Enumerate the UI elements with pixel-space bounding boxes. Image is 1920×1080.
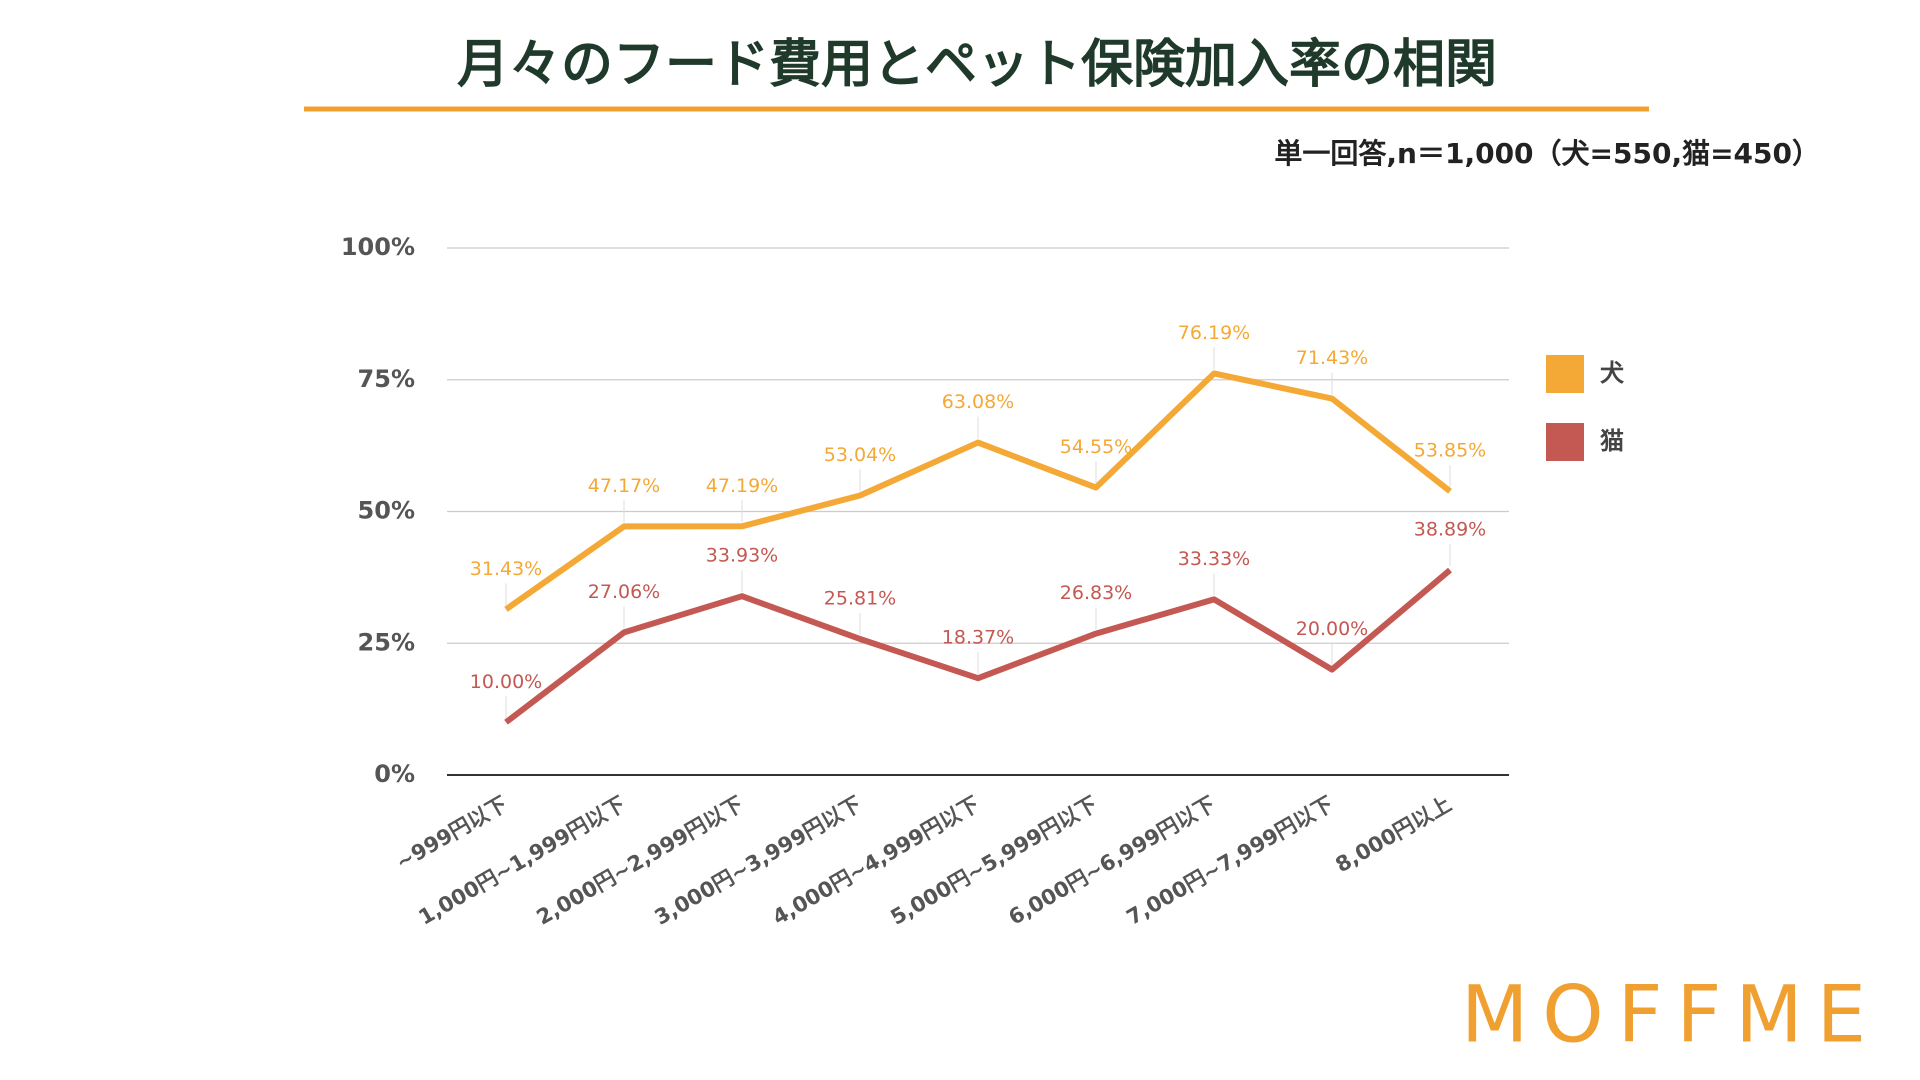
data-label: 71.43%: [1296, 347, 1368, 369]
x-tick-label: 4,000円~4,999円以下: [768, 792, 983, 930]
data-label: 10.00%: [470, 671, 542, 693]
data-label: 53.04%: [824, 444, 896, 466]
legend-swatch: [1546, 355, 1584, 393]
data-label: 20.00%: [1296, 618, 1368, 640]
legend-swatch: [1546, 423, 1584, 461]
y-tick-label: 100%: [341, 233, 415, 261]
data-label: 31.43%: [470, 558, 542, 580]
x-tick-label: 1,000円~1,999円以下: [414, 792, 629, 930]
y-tick-label: 25%: [358, 628, 415, 656]
series-line: [504, 567, 1452, 725]
data-label: 53.85%: [1414, 440, 1486, 462]
data-label: 54.55%: [1060, 436, 1132, 458]
data-label: 25.81%: [824, 587, 896, 609]
legend-label: 猫: [1600, 427, 1624, 455]
data-label: 38.89%: [1414, 519, 1486, 541]
data-label: 27.06%: [588, 581, 660, 603]
series-line: [504, 370, 1452, 612]
data-label: 47.19%: [706, 475, 778, 497]
y-tick-label: 0%: [374, 760, 415, 788]
data-label: 76.19%: [1178, 322, 1250, 344]
x-tick-label: 7,000円~7,999円以下: [1122, 792, 1337, 930]
y-tick-label: 75%: [358, 365, 415, 393]
chart-title: 月々のフード費用とペット保険加入率の相関: [457, 35, 1497, 95]
data-label: 47.17%: [588, 475, 660, 497]
data-label: 33.93%: [706, 545, 778, 567]
y-tick-label: 50%: [358, 497, 415, 525]
data-label: 18.37%: [942, 627, 1014, 649]
x-tick-label: 6,000円~6,999円以下: [1004, 792, 1219, 930]
chart-subtitle: 単一回答,n＝1,000（犬=550,猫=450）: [1274, 137, 1820, 170]
x-tick-label: 5,000円~5,999円以下: [886, 792, 1101, 930]
x-tick-label: 2,000円~2,999円以下: [532, 792, 747, 930]
data-label: 26.83%: [1060, 582, 1132, 604]
data-label: 33.33%: [1178, 548, 1250, 570]
x-tick-label: 8,000円以上: [1331, 792, 1455, 878]
brand-logo: MOFFME: [1461, 970, 1880, 1060]
legend-label: 犬: [1600, 359, 1625, 387]
x-tick-label: 3,000円~3,999円以下: [650, 792, 865, 930]
data-label: 63.08%: [942, 391, 1014, 413]
